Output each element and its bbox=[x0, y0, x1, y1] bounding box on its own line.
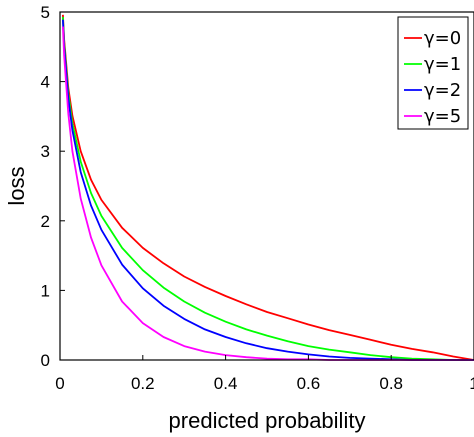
x-tick-label: 0.2 bbox=[131, 374, 155, 393]
legend-label-0: γ=0 bbox=[424, 28, 461, 49]
legend-label-1: γ=1 bbox=[424, 54, 461, 75]
y-tick-label: 1 bbox=[41, 281, 50, 300]
y-axis-ticks: 0 1 2 3 4 5 bbox=[41, 3, 65, 370]
y-tick-label: 5 bbox=[41, 3, 50, 22]
y-tick-label: 0 bbox=[41, 351, 50, 370]
x-axis-ticks: 0 0.2 0.4 0.6 0.8 1 bbox=[55, 355, 474, 393]
legend-label-2: γ=2 bbox=[424, 80, 461, 101]
y-tick-label: 2 bbox=[41, 212, 50, 231]
legend-box bbox=[397, 16, 469, 130]
x-axis-title: predicted probability bbox=[169, 408, 366, 433]
y-tick-label: 3 bbox=[41, 142, 50, 161]
x-tick-label: 0.8 bbox=[379, 374, 403, 393]
legend-label-3: γ=5 bbox=[424, 106, 461, 127]
x-tick-label: 0 bbox=[55, 374, 64, 393]
x-tick-label: 0.6 bbox=[297, 374, 321, 393]
x-tick-label: 1 bbox=[469, 374, 474, 393]
plot-area-frame bbox=[59, 11, 474, 361]
legend: γ=0 γ=1 γ=2 γ=5 bbox=[397, 16, 469, 130]
series-line-0 bbox=[62, 14, 474, 361]
x-tick-label: 0.4 bbox=[214, 374, 238, 393]
y-axis-title: loss bbox=[4, 166, 29, 205]
y-tick-label: 4 bbox=[41, 73, 50, 92]
